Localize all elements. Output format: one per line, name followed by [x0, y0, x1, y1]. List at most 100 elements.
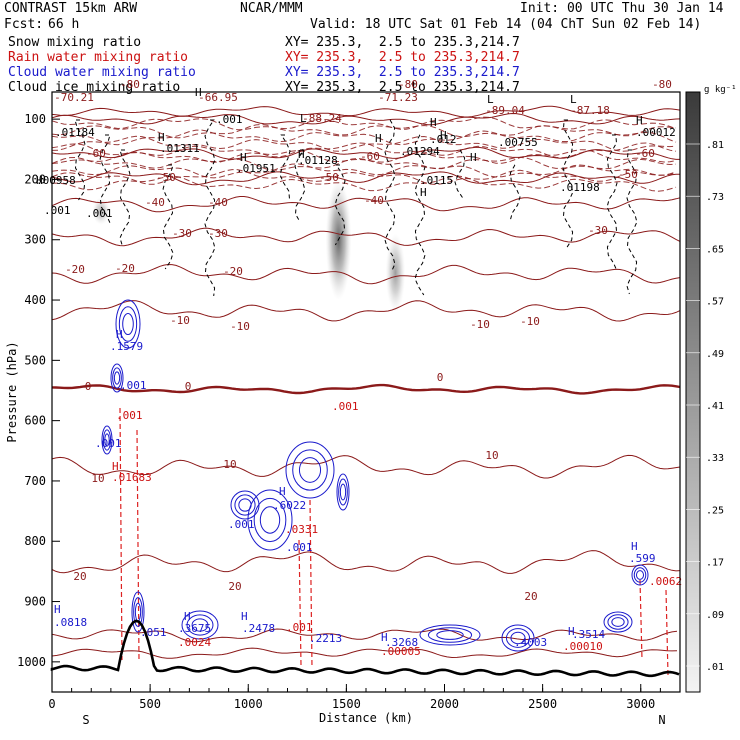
snow-label: .00958 [36, 174, 76, 187]
cloud-water-contour-10-2 [510, 631, 526, 645]
y-axis-title: Pressure (hPa) [5, 341, 19, 442]
cloud-water-label: .001 [228, 518, 255, 531]
south-label: S [82, 713, 89, 727]
cloud-water-contour-12-2 [635, 570, 645, 580]
snow-contour-5 [279, 134, 291, 200]
cloud-ice-shading-1 [385, 233, 406, 313]
cloud-water-contour-1-0 [110, 363, 124, 393]
cloud-water-contour-2-1 [102, 429, 112, 451]
cloud-water-contour-3-2 [298, 457, 322, 483]
temperature-label: -20 [115, 262, 135, 275]
cloud-water-contour-4-0 [247, 489, 293, 551]
temperature-label: 0 [85, 380, 92, 393]
x-axis-title: Distance (km) [319, 711, 413, 725]
cloud-water-contour-2-2 [104, 433, 110, 447]
y-tick-label: 600 [24, 414, 46, 428]
cloud-water-contour-7-0 [131, 591, 145, 633]
header-org: NCAR/MMM [240, 1, 303, 16]
snow-label: .00755 [498, 136, 538, 149]
snow-label: .01951 [236, 162, 276, 175]
stratosphere-contour-0 [51, 116, 677, 131]
cloud-water-contour-10-0 [501, 624, 535, 652]
y-tick-label: 400 [24, 293, 46, 307]
cloud-water-contour-5-2 [238, 498, 252, 512]
colorbar-label: .09 [706, 610, 724, 621]
snow-label: .001 [44, 204, 71, 217]
temperature-label: -71.23 [378, 91, 418, 104]
snow-label: L [487, 93, 494, 106]
cloud-water-label: H [54, 603, 61, 616]
field-rain-name: Rain water mixing ratio [8, 50, 189, 65]
snow-label: H [430, 116, 437, 129]
field-rain-xy: XY= 235.3, 2.5 to 235.3,214.7 [285, 50, 520, 65]
temperature-contour-near-surface [51, 647, 678, 659]
temperature-label: -10 [520, 315, 540, 328]
temperature-label: -50 [319, 171, 339, 184]
temperature-label: -10 [170, 314, 190, 327]
temperature-label: -87.18 [570, 104, 610, 117]
header-fcst-value: 66 h [48, 17, 80, 32]
rain-contour-4 [639, 579, 643, 661]
temperature-contour--50 [51, 171, 680, 186]
temperature-label: 10 [91, 472, 104, 485]
temperature-label: 20 [73, 570, 86, 583]
snow-contour-11 [509, 164, 521, 222]
cloud-water-contour-4-2 [259, 506, 281, 534]
x-tick-label: 0 [48, 697, 55, 711]
stratosphere-contour-7 [51, 163, 677, 179]
rain-label: .00005 [381, 645, 421, 658]
cloud-water-label: .3514 [572, 628, 605, 641]
y-tick-label: 500 [24, 353, 46, 367]
colorbar-unit: g kg⁻¹ [704, 85, 737, 95]
rain-label: .0331 [285, 523, 318, 536]
cloud-water-label: .0818 [54, 616, 87, 629]
x-tick-label: 2500 [528, 697, 557, 711]
colorbar-label: .25 [706, 505, 724, 516]
temperature-contour-20 [51, 550, 681, 574]
snow-label: .01184 [55, 126, 95, 139]
rain-contour-5 [665, 589, 669, 676]
cloud-water-contour-6-0 [336, 473, 350, 511]
temperature-contour--20 [51, 263, 681, 285]
temperature-label: -10 [230, 320, 250, 333]
cloud-water-contour-12-0 [631, 564, 649, 586]
colorbar-label: .73 [706, 192, 724, 203]
cloud-water-contour-9-1 [427, 627, 473, 643]
snow-label: H [375, 132, 382, 145]
cloud-water-contour-6-2 [339, 483, 347, 501]
snow-contour-8 [384, 119, 396, 273]
cloud-water-contour-0-2 [122, 312, 134, 336]
cloud-water-label: .3268 [385, 636, 418, 649]
snow-contour-4 [204, 119, 216, 297]
cloud-water-contour-3-1 [292, 449, 328, 491]
cloud-water-contour-5-0 [230, 490, 260, 520]
snow-label: .01128 [298, 154, 338, 167]
colorbar-label: .33 [706, 453, 724, 464]
temperature-label: -20 [65, 263, 85, 276]
rain-label: .001 [332, 400, 359, 413]
header-init: Init: 00 UTC Thu 30 Jan 14 [520, 1, 724, 16]
cloud-water-contour-4-1 [253, 497, 287, 543]
rain-contour-1 [136, 429, 140, 661]
cloud-water-contour-7-1 [133, 597, 143, 627]
cloud-water-contour-11-2 [611, 617, 625, 627]
colorbar-label: .01 [706, 662, 724, 673]
temperature-label: -10 [470, 318, 490, 331]
temperature-label: -80 [398, 78, 418, 91]
snow-label: H [240, 151, 247, 164]
temperature-label: -80 [652, 78, 672, 91]
snow-label: H [36, 174, 43, 187]
colorbar-rect [685, 91, 701, 693]
snow-contour-6 [294, 149, 306, 223]
y-tick-label: 100 [24, 112, 46, 126]
temperature-label: -30 [172, 227, 192, 240]
cloud-water-label: .599 [629, 552, 656, 565]
snow-label: H [440, 129, 447, 142]
x-tick-label: 3000 [626, 697, 655, 711]
snow-label: H [420, 186, 427, 199]
cloud-water-contour-1-1 [112, 367, 122, 389]
colorbar-label: .81 [706, 140, 724, 151]
y-tick-label: 900 [24, 595, 46, 609]
cloud-water-label: H [568, 625, 575, 638]
colorbar-label: .41 [706, 401, 724, 412]
